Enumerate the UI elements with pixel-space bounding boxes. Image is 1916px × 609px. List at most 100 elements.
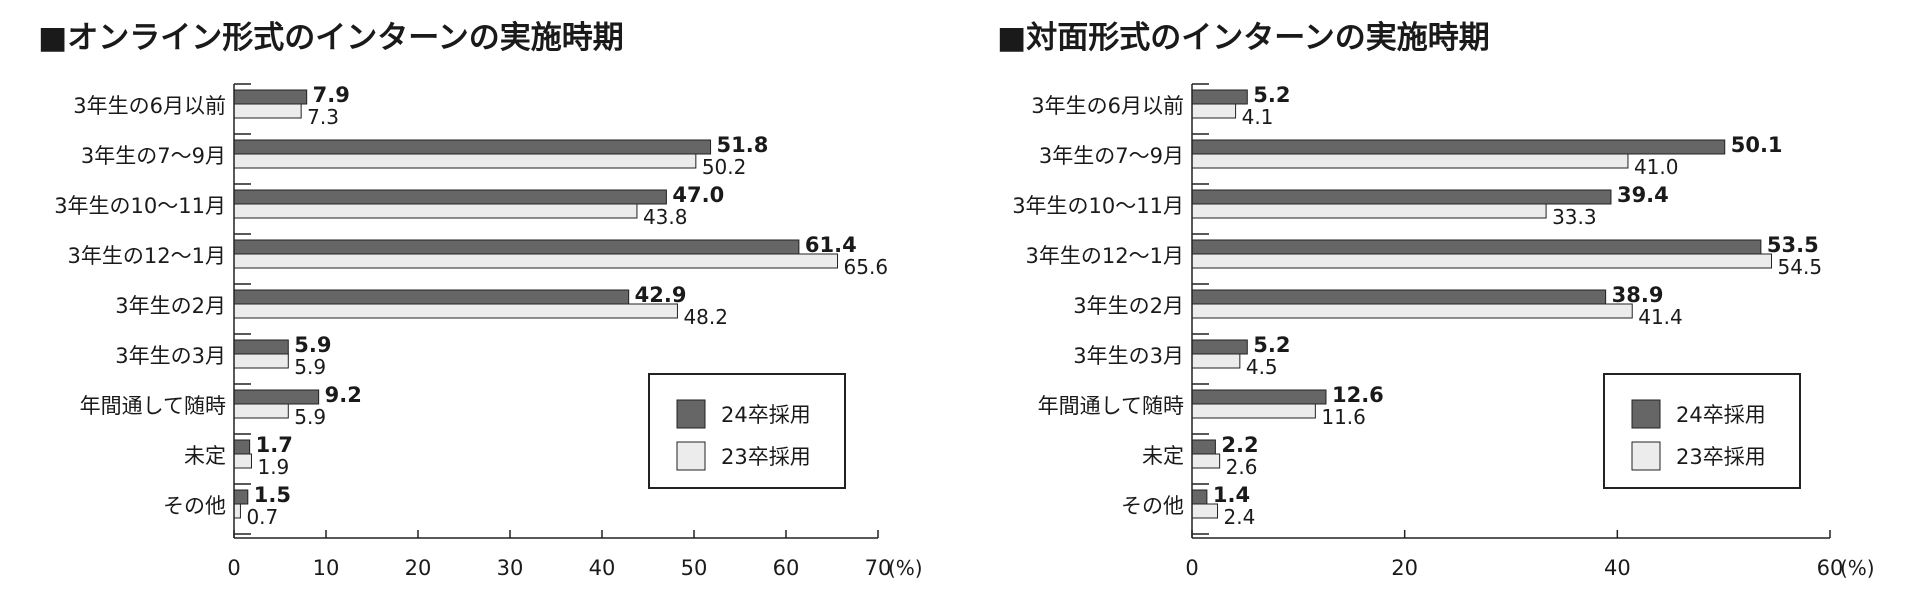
legend-label-24: 24卒採用 <box>1676 403 1766 427</box>
x-tick-label: 60 <box>773 556 800 580</box>
category-label: 3年生の12～1月 <box>68 244 226 268</box>
x-tick-label: 20 <box>405 556 432 580</box>
x-tick-label: 50 <box>681 556 708 580</box>
bar-24 <box>1191 289 1607 305</box>
value-label-24: 2.2 <box>1221 433 1258 457</box>
value-label-23: 7.3 <box>307 105 339 129</box>
bar-23 <box>1191 403 1316 419</box>
bar-23 <box>233 403 289 419</box>
value-label-23: 41.0 <box>1634 155 1679 179</box>
value-label-23: 4.1 <box>1242 105 1274 129</box>
x-tick-label: 40 <box>589 556 616 580</box>
legend-swatch-24 <box>1631 399 1661 429</box>
bar-23 <box>1191 453 1221 469</box>
value-label-23: 50.2 <box>702 155 747 179</box>
bar-23 <box>233 303 678 319</box>
bar-24 <box>233 89 308 105</box>
bar-24 <box>233 439 251 455</box>
value-label-23: 5.9 <box>294 355 326 379</box>
bar-24 <box>233 139 712 155</box>
value-label-23: 65.6 <box>844 255 889 279</box>
bar-24 <box>1191 239 1762 255</box>
value-label-23: 5.9 <box>294 405 326 429</box>
category-label: 年間通して随時 <box>80 394 226 418</box>
value-label-23: 4.5 <box>1246 355 1278 379</box>
bar-24 <box>1191 189 1612 205</box>
x-tick-label: 40 <box>1604 556 1631 580</box>
bar-23 <box>233 353 289 369</box>
category-label: その他 <box>163 494 226 518</box>
legend-swatch-23 <box>1631 441 1661 471</box>
bar-23 <box>1191 203 1547 219</box>
bar-24 <box>233 389 320 405</box>
value-label-24: 42.9 <box>635 283 687 307</box>
value-label-23: 33.3 <box>1552 205 1597 229</box>
bar-23 <box>233 103 302 119</box>
value-label-23: 1.9 <box>257 455 289 479</box>
bar-23 <box>233 203 638 219</box>
legend: 24卒採用 23卒採用 <box>648 373 846 489</box>
category-label: 未定 <box>1142 444 1184 468</box>
value-label-24: 12.6 <box>1332 383 1384 407</box>
category-label: 3年生の2月 <box>1073 294 1184 318</box>
legend-box <box>648 373 846 489</box>
bar-23 <box>1191 503 1219 519</box>
value-label-23: 0.7 <box>246 505 278 529</box>
x-unit-label: (%) <box>888 556 923 580</box>
value-label-24: 5.2 <box>1253 333 1290 357</box>
x-tick-label: 60 <box>1817 556 1844 580</box>
value-label-24: 1.4 <box>1213 483 1250 507</box>
category-label: その他 <box>1121 494 1184 518</box>
chart-title: ■オンライン形式のインターンの実施時期 <box>38 20 624 56</box>
bar-23 <box>233 153 697 169</box>
value-label-23: 2.4 <box>1224 505 1256 529</box>
bar-24 <box>1191 439 1216 455</box>
category-label: 年間通して随時 <box>1038 394 1184 418</box>
bar-24 <box>1191 389 1327 405</box>
bar-24 <box>233 339 289 355</box>
category-label: 3年生の10～11月 <box>54 194 226 218</box>
x-tick-label: 0 <box>227 556 240 580</box>
value-label-24: 1.7 <box>256 433 293 457</box>
bar-23 <box>1191 353 1241 369</box>
value-label-24: 53.5 <box>1767 233 1819 257</box>
bar-23 <box>1191 153 1629 169</box>
category-label: 3年生の10～11月 <box>1012 194 1184 218</box>
legend: 24卒採用 23卒採用 <box>1603 373 1801 489</box>
bar-24 <box>233 289 630 305</box>
bar-24 <box>1191 339 1248 355</box>
bar-24 <box>1191 489 1208 505</box>
legend-label-24: 24卒採用 <box>721 403 811 427</box>
chart-1: ■オンライン形式のインターンの実施時期 3年生の6月以前 7.97.3 3年生の7～9… <box>38 20 923 580</box>
value-label-23: 2.6 <box>1226 455 1258 479</box>
bar-24 <box>233 489 249 505</box>
legend-label-23: 23卒採用 <box>721 445 811 469</box>
bar-24 <box>1191 89 1248 105</box>
category-label: 3年生の7～9月 <box>81 144 226 168</box>
value-label-24: 7.9 <box>313 83 350 107</box>
bar-23 <box>1191 303 1633 319</box>
value-label-24: 61.4 <box>805 233 857 257</box>
x-tick-label: 70 <box>865 556 892 580</box>
legend-box <box>1603 373 1801 489</box>
legend-swatch-24 <box>676 399 706 429</box>
category-label: 3年生の3月 <box>115 344 226 368</box>
value-label-24: 1.5 <box>254 483 291 507</box>
value-label-24: 5.2 <box>1253 83 1290 107</box>
bar-24 <box>233 189 667 205</box>
category-label: 3年生の6月以前 <box>73 94 226 118</box>
value-label-24: 47.0 <box>672 183 724 207</box>
x-tick-label: 20 <box>1391 556 1418 580</box>
category-label: 3年生の2月 <box>115 294 226 318</box>
bar-23 <box>233 453 252 469</box>
value-label-23: 43.8 <box>643 205 688 229</box>
x-unit-label: (%) <box>1840 556 1875 580</box>
x-tick-label: 10 <box>313 556 340 580</box>
value-label-24: 51.8 <box>717 133 769 157</box>
x-tick-label: 30 <box>497 556 524 580</box>
bar-23 <box>233 253 839 269</box>
value-label-23: 54.5 <box>1778 255 1823 279</box>
